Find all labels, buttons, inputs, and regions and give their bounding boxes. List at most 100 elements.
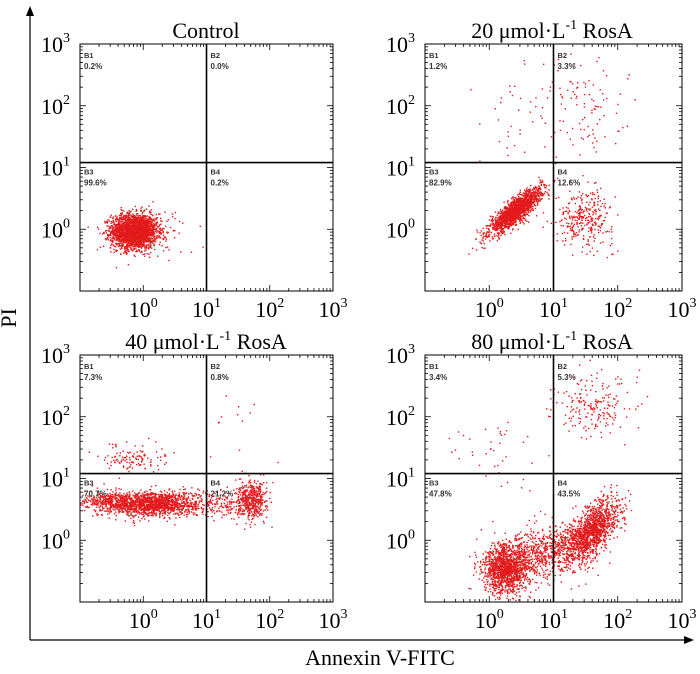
scatter-point	[136, 221, 138, 223]
scatter-point	[555, 162, 557, 165]
scatter-point	[587, 219, 590, 221]
panel-title: 40 μmol·L-1 RosA	[125, 329, 287, 354]
scatter-point	[112, 217, 114, 219]
scatter-point	[109, 237, 111, 239]
scatter-point	[524, 63, 526, 65]
scatter-point	[588, 80, 590, 82]
scatter-point	[507, 226, 509, 228]
scatter-point	[143, 227, 146, 230]
scatter-point	[117, 231, 120, 233]
scatter-point	[174, 230, 176, 232]
scatter-point	[499, 225, 501, 227]
scatter-point	[124, 250, 126, 253]
scatter-point	[517, 207, 519, 209]
scatter-point	[511, 207, 513, 210]
scatter-point	[587, 230, 590, 233]
scatter-point	[134, 227, 136, 229]
scatter-point	[500, 101, 502, 104]
scatter-point	[129, 233, 131, 235]
scatter-point	[107, 219, 109, 221]
scatter-point	[509, 225, 511, 227]
scatter-point	[534, 199, 536, 201]
scatter-point	[150, 224, 153, 226]
scatter-point	[126, 239, 128, 241]
scatter-point	[509, 209, 511, 211]
scatter-point	[529, 211, 532, 213]
scatter-point	[143, 223, 145, 225]
scatter-point	[153, 233, 156, 235]
scatter-point	[582, 175, 584, 177]
scatter-point	[107, 239, 109, 241]
scatter-point	[126, 224, 128, 226]
scatter-point	[97, 228, 100, 230]
scatter-point	[591, 223, 593, 225]
scatter-point	[132, 234, 135, 236]
scatter-point	[112, 216, 115, 218]
scatter-point	[580, 137, 583, 139]
scatter-point	[507, 131, 509, 133]
scatter-point	[137, 231, 140, 234]
scatter-point	[113, 222, 115, 224]
scatter-point	[155, 223, 158, 225]
scatter-point	[107, 234, 110, 236]
scatter-point	[523, 199, 525, 201]
scatter-point	[131, 216, 133, 218]
scatter-point	[165, 506, 167, 508]
scatter-point	[137, 245, 140, 247]
scatter-point	[495, 224, 497, 226]
scatter-point	[541, 194, 543, 196]
scatter-point	[597, 106, 600, 108]
scatter-point	[537, 201, 539, 203]
scatter-point	[522, 216, 525, 219]
scatter-point	[527, 203, 530, 205]
scatter-point	[111, 237, 113, 240]
scatter-point	[112, 244, 114, 246]
scatter-point	[512, 228, 514, 230]
scatter-point	[127, 229, 129, 231]
scatter-point	[131, 232, 133, 234]
scatter-point	[155, 222, 157, 224]
scatter-point	[121, 228, 123, 230]
scatter-point	[121, 212, 123, 214]
scatter-point	[503, 206, 506, 208]
scatter-point	[135, 224, 137, 226]
scatter-point	[115, 235, 117, 237]
scatter-point	[591, 199, 593, 201]
scatter-point	[577, 212, 580, 215]
scatter-point	[127, 224, 130, 226]
scatter-point	[122, 244, 124, 246]
scatter-point	[508, 214, 511, 216]
scatter-point	[577, 210, 579, 212]
scatter-point	[484, 247, 486, 249]
scatter-point	[583, 238, 585, 240]
scatter-point	[145, 235, 148, 238]
scatter-point	[605, 231, 607, 233]
scatter-point	[581, 217, 583, 219]
scatter-point	[130, 240, 132, 243]
scatter-point	[565, 237, 567, 240]
scatter-point	[109, 239, 112, 241]
scatter-point	[119, 240, 122, 242]
scatter-point	[147, 233, 150, 235]
scatter-point	[591, 220, 594, 222]
scatter-point	[498, 227, 500, 230]
scatter-point	[144, 225, 146, 227]
scatter-point	[524, 208, 526, 210]
scatter-point	[591, 228, 593, 230]
scatter-point	[126, 253, 128, 255]
scatter-point	[590, 220, 592, 222]
scatter-point	[533, 203, 535, 206]
scatter-point	[505, 213, 507, 215]
scatter-point	[492, 222, 495, 225]
scatter-point	[587, 243, 589, 245]
scatter-point	[599, 242, 602, 244]
scatter-point	[522, 214, 525, 216]
scatter-point	[150, 251, 152, 254]
scatter-point	[513, 223, 515, 225]
scatter-point	[527, 207, 529, 209]
scatter-point	[567, 212, 569, 214]
scatter-point	[521, 194, 524, 197]
scatter-point	[167, 219, 170, 221]
scatter-point	[171, 213, 174, 215]
scatter-point	[532, 198, 534, 201]
